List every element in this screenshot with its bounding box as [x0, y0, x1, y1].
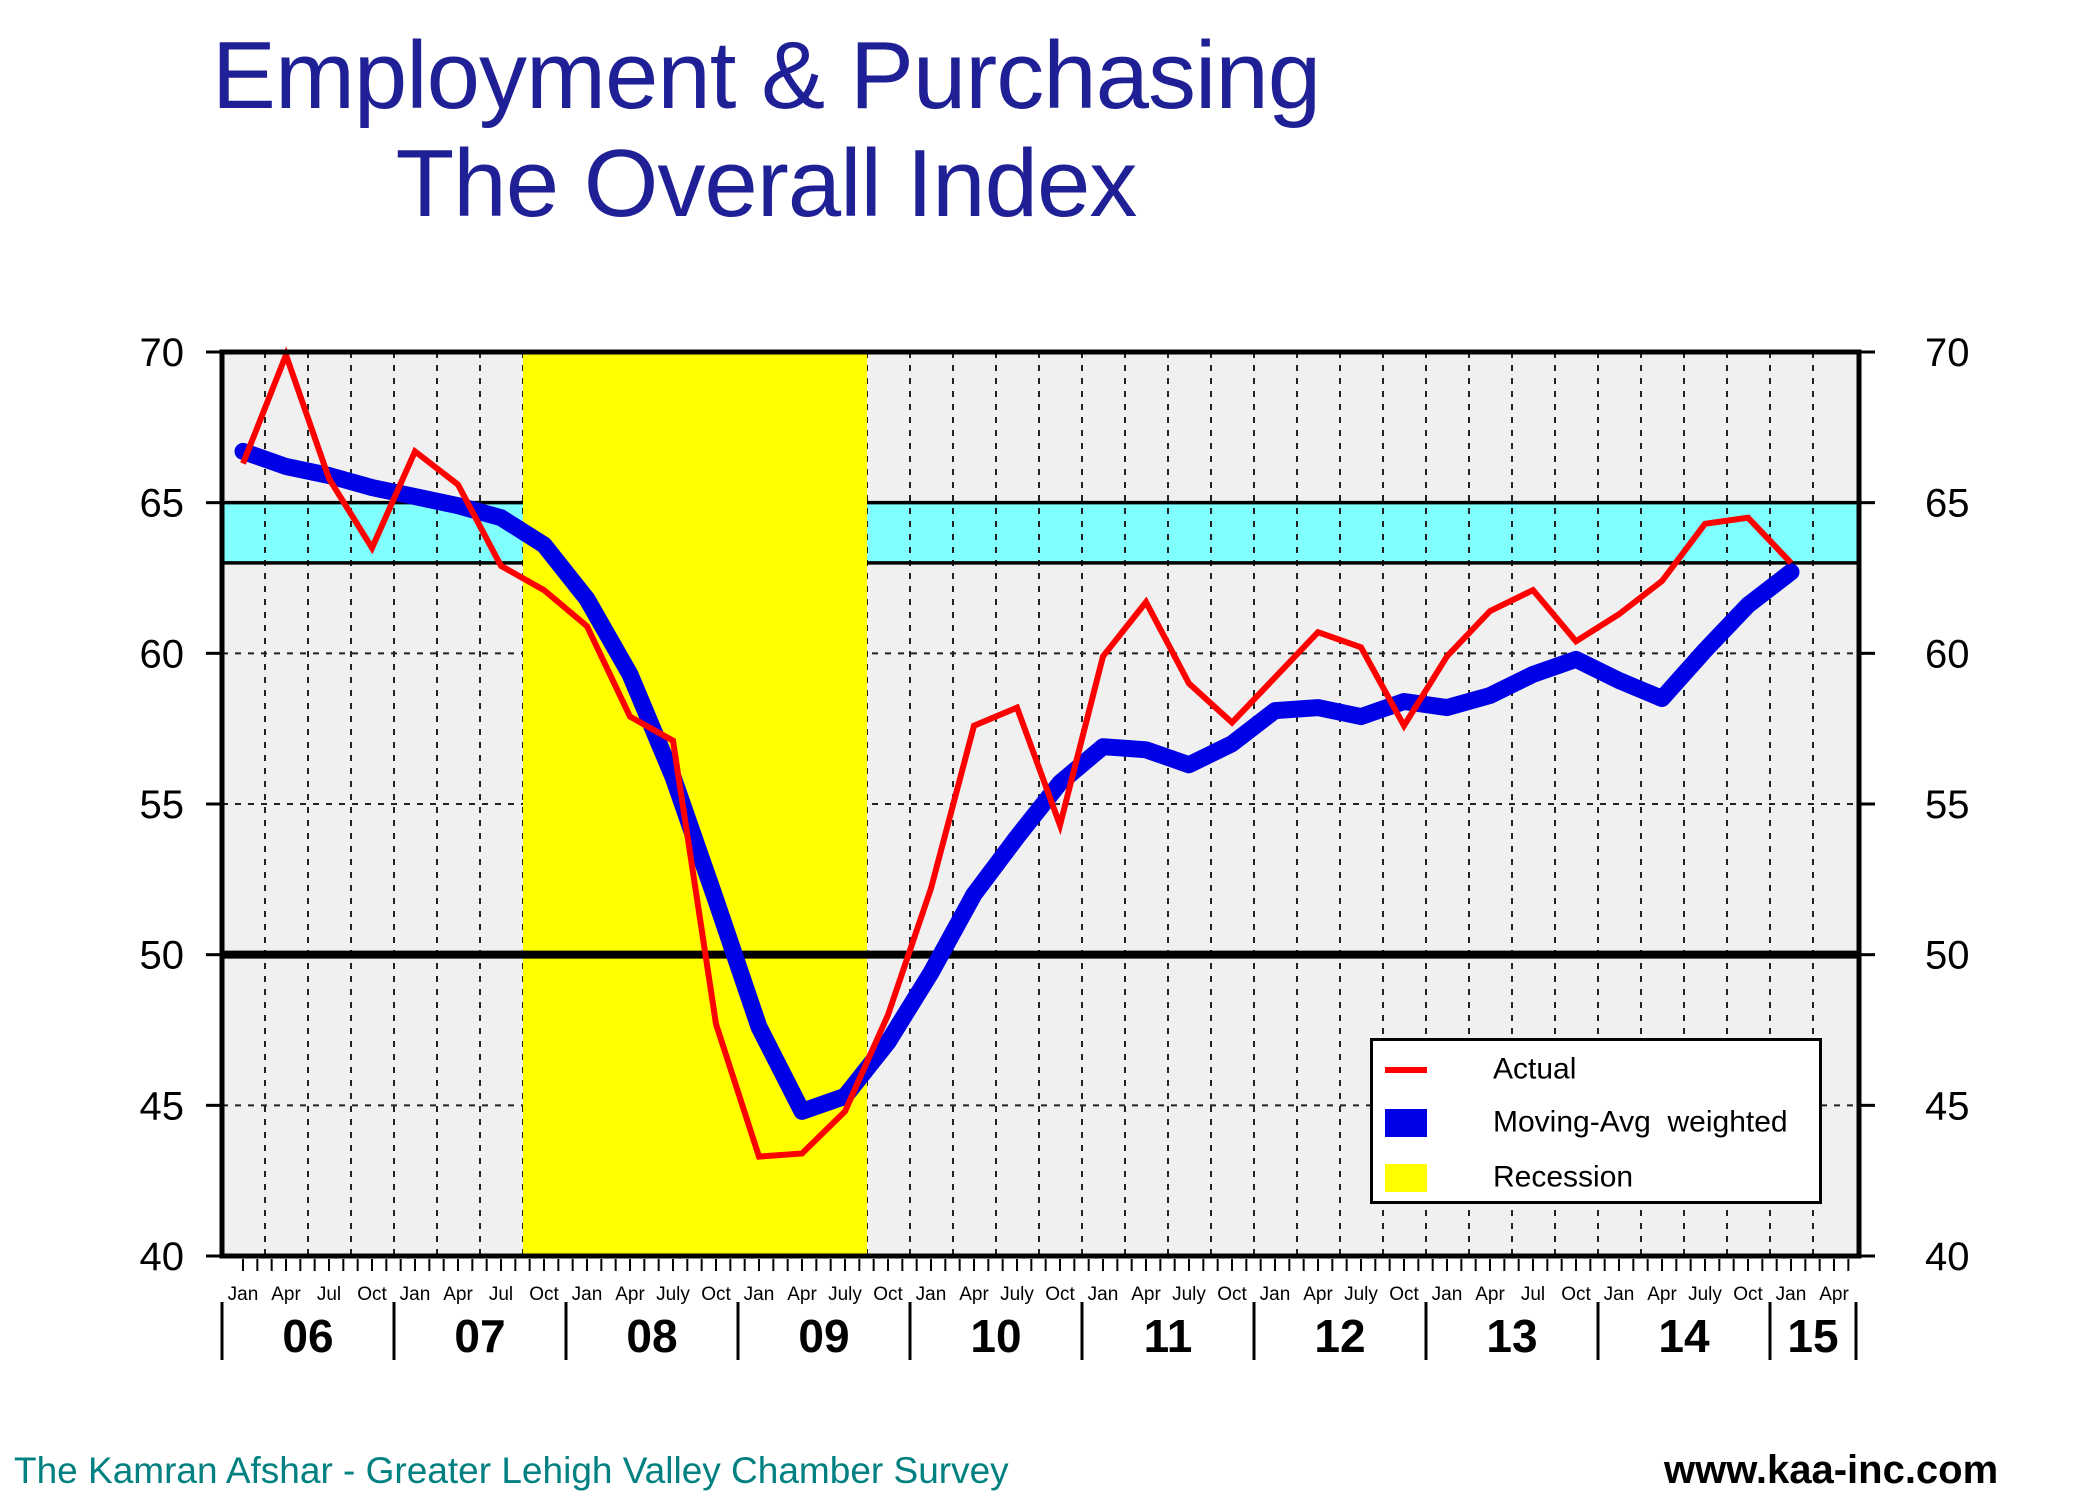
month-label: Oct: [701, 1284, 731, 1305]
moving-avg-swatch-icon: [1385, 1109, 1427, 1137]
month-label: July: [828, 1284, 862, 1305]
month-label: Jul: [489, 1284, 513, 1305]
month-label: Oct: [1389, 1284, 1419, 1305]
y-axis-label-left: 70: [140, 331, 185, 375]
month-label: Jan: [1432, 1284, 1463, 1305]
year-label: 13: [1486, 1310, 1537, 1362]
chart-title-line2: The Overall Index: [395, 129, 1138, 237]
month-label: Jan: [572, 1284, 603, 1305]
month-label: Apr: [1131, 1284, 1161, 1305]
year-label: 12: [1314, 1310, 1365, 1362]
year-label: 15: [1787, 1310, 1838, 1362]
month-label: July: [1172, 1284, 1206, 1305]
month-label: Jul: [317, 1284, 341, 1305]
month-label: Apr: [443, 1284, 473, 1305]
legend-label-recession: Recession: [1493, 1160, 1634, 1194]
month-label: July: [656, 1284, 690, 1305]
month-label: Oct: [1733, 1284, 1763, 1305]
month-label: Apr: [1475, 1284, 1505, 1305]
year-label: 09: [798, 1310, 849, 1362]
y-axis-label-left: 55: [140, 783, 185, 827]
legend-item-actual: Actual: [1373, 1043, 1819, 1098]
actual-line: [240, 346, 1794, 1160]
month-label: Apr: [1819, 1284, 1849, 1305]
month-label: Oct: [357, 1284, 387, 1305]
source-caption: The Kamran Afshar - Greater Lehigh Valle…: [14, 1450, 1009, 1491]
y-axis-label-left: 60: [140, 632, 185, 676]
y-axis-label-left: 50: [140, 934, 185, 978]
moving-avg-line: [234, 442, 1800, 1120]
website-url: www.kaa-inc.com: [1664, 1448, 1999, 1492]
legend-item-moving-avg: Moving-Avg weighted: [1373, 1096, 1819, 1151]
y-axis-label-right: 55: [1925, 783, 1970, 827]
month-label: Apr: [615, 1284, 645, 1305]
month-label: Oct: [1045, 1284, 1075, 1305]
recession-band: [523, 352, 867, 1256]
year-label: 06: [282, 1310, 333, 1362]
month-label: Apr: [959, 1284, 989, 1305]
month-label: Oct: [873, 1284, 903, 1305]
legend-label-moving-avg: Moving-Avg weighted: [1493, 1105, 1788, 1139]
month-label: Apr: [271, 1284, 301, 1305]
year-label: 10: [970, 1310, 1021, 1362]
y-axis-label-right: 65: [1925, 482, 1970, 526]
y-axis-label-right: 40: [1925, 1235, 1970, 1279]
year-label: 07: [454, 1310, 505, 1362]
month-label: Jul: [1521, 1284, 1545, 1305]
recession-swatch-icon: [1385, 1164, 1427, 1192]
year-label: 11: [1144, 1310, 1193, 1362]
month-label: Jan: [1776, 1284, 1807, 1305]
month-label: Jan: [400, 1284, 431, 1305]
legend-item-recession: Recession: [1373, 1151, 1819, 1206]
actual-line-sample-icon: [1385, 1067, 1427, 1073]
y-axis-label-right: 60: [1925, 632, 1970, 676]
month-label: Jan: [228, 1284, 259, 1305]
month-label: Jan: [744, 1284, 775, 1305]
y-axis-label-right: 70: [1925, 331, 1970, 375]
month-label: Jan: [1604, 1284, 1635, 1305]
year-label: 08: [626, 1310, 677, 1362]
y-axis-label-left: 40: [140, 1235, 185, 1279]
plot-border: [219, 349, 1862, 1259]
month-label: Oct: [529, 1284, 559, 1305]
legend: Actual Moving-Avg weighted Recession: [1370, 1038, 1822, 1204]
month-label: Jan: [1260, 1284, 1291, 1305]
year-label: 14: [1658, 1310, 1710, 1362]
y-axis-label-right: 50: [1925, 934, 1970, 978]
month-label: July: [1344, 1284, 1378, 1305]
chart-title-line1: Employment & Purchasing: [211, 22, 1321, 129]
chart-title: Employment & Purchasing The Overall Inde…: [211, 22, 1321, 237]
month-label: Apr: [1303, 1284, 1333, 1305]
month-label: July: [1000, 1284, 1034, 1305]
y-axis-label-left: 65: [140, 482, 185, 526]
month-label: July: [1688, 1284, 1722, 1305]
month-label: Oct: [1217, 1284, 1247, 1305]
y-axis-label-right: 45: [1925, 1084, 1970, 1128]
month-label: Jan: [1088, 1284, 1119, 1305]
y-axis-label-left: 45: [140, 1084, 185, 1128]
month-label: Jan: [916, 1284, 947, 1305]
legend-label-actual: Actual: [1493, 1052, 1577, 1086]
month-label: Oct: [1561, 1284, 1591, 1305]
month-label: Apr: [1647, 1284, 1677, 1305]
month-label: Apr: [787, 1284, 817, 1305]
